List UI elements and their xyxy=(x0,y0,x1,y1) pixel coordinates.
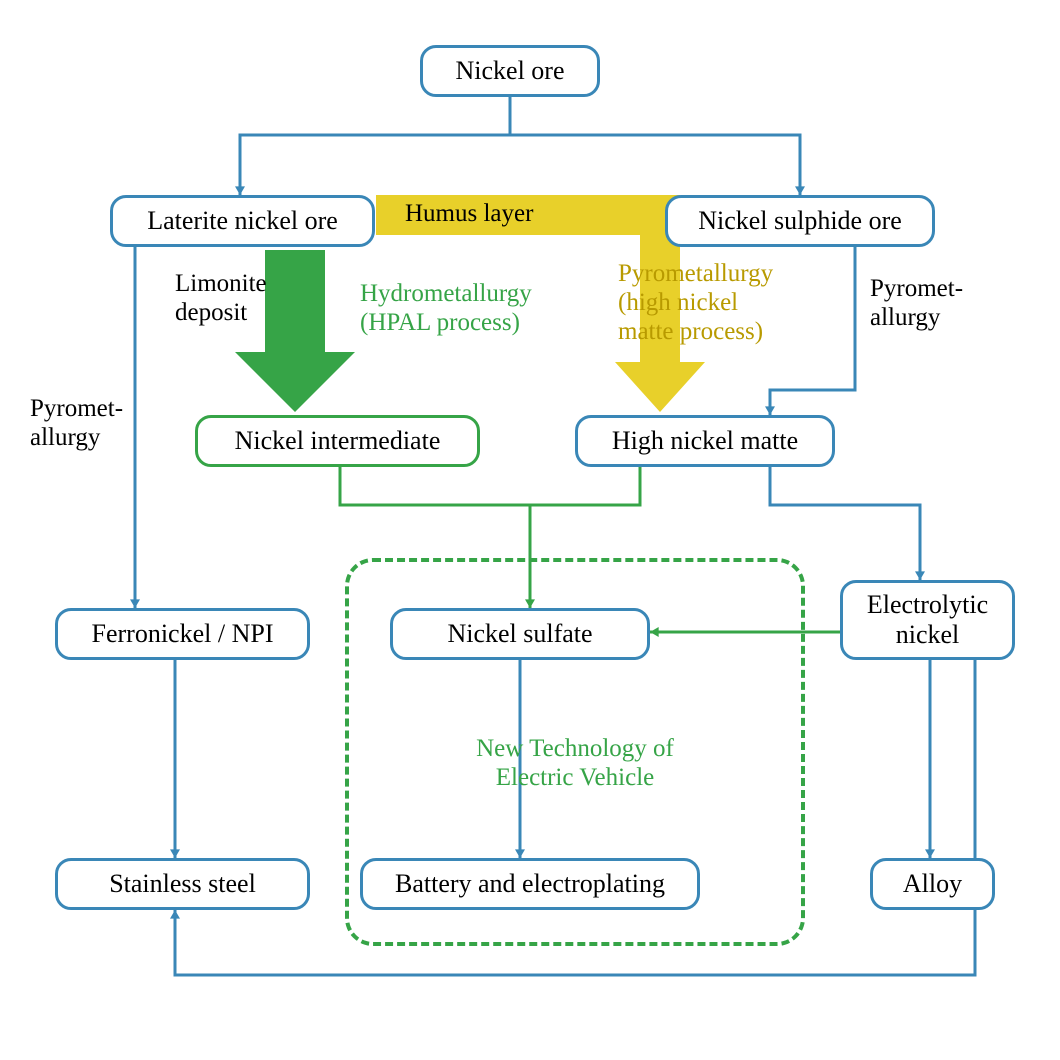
label-hydrometallurgy: Hydrometallurgy(HPAL process) xyxy=(360,280,532,338)
node-sulphide: Nickel sulphide ore xyxy=(665,195,935,247)
node-label: Alloy xyxy=(903,869,962,899)
node-laterite: Laterite nickel ore xyxy=(110,195,375,247)
node-battery: Battery and electroplating xyxy=(360,858,700,910)
node-label: Stainless steel xyxy=(109,869,256,899)
node-label: Nickel sulphide ore xyxy=(698,206,902,236)
node-nickel-sulfate: Nickel sulfate xyxy=(390,608,650,660)
node-label: Nickel sulfate xyxy=(447,619,592,649)
node-nickel-ore: Nickel ore xyxy=(420,45,600,97)
label-pyromet-right: Pyromet-allurgy xyxy=(870,275,963,333)
node-high-nickel-matte: High nickel matte xyxy=(575,415,835,467)
node-ferronickel: Ferronickel / NPI xyxy=(55,608,310,660)
label-humus-layer: Humus layer xyxy=(405,200,533,229)
label-pyromet-high-matte: Pyrometallurgy(high nickelmatte process) xyxy=(618,260,773,346)
node-label: Nickel ore xyxy=(455,56,564,86)
node-label: High nickel matte xyxy=(612,426,798,456)
node-label: Ferronickel / NPI xyxy=(92,619,274,649)
node-alloy: Alloy xyxy=(870,858,995,910)
node-label: Electrolytic nickel xyxy=(843,590,1012,650)
node-intermediate: Nickel intermediate xyxy=(195,415,480,467)
node-label: Battery and electroplating xyxy=(395,869,665,899)
node-stainless-steel: Stainless steel xyxy=(55,858,310,910)
new-tech-caption: New Technology of Electric Vehicle xyxy=(445,735,705,793)
label-limonite-deposit: Limonitedeposit xyxy=(175,270,267,328)
label-pyromet-left: Pyromet-allurgy xyxy=(30,395,123,453)
node-label: Laterite nickel ore xyxy=(147,206,338,236)
node-label: Nickel intermediate xyxy=(235,426,441,456)
node-electrolytic-nickel: Electrolytic nickel xyxy=(840,580,1015,660)
